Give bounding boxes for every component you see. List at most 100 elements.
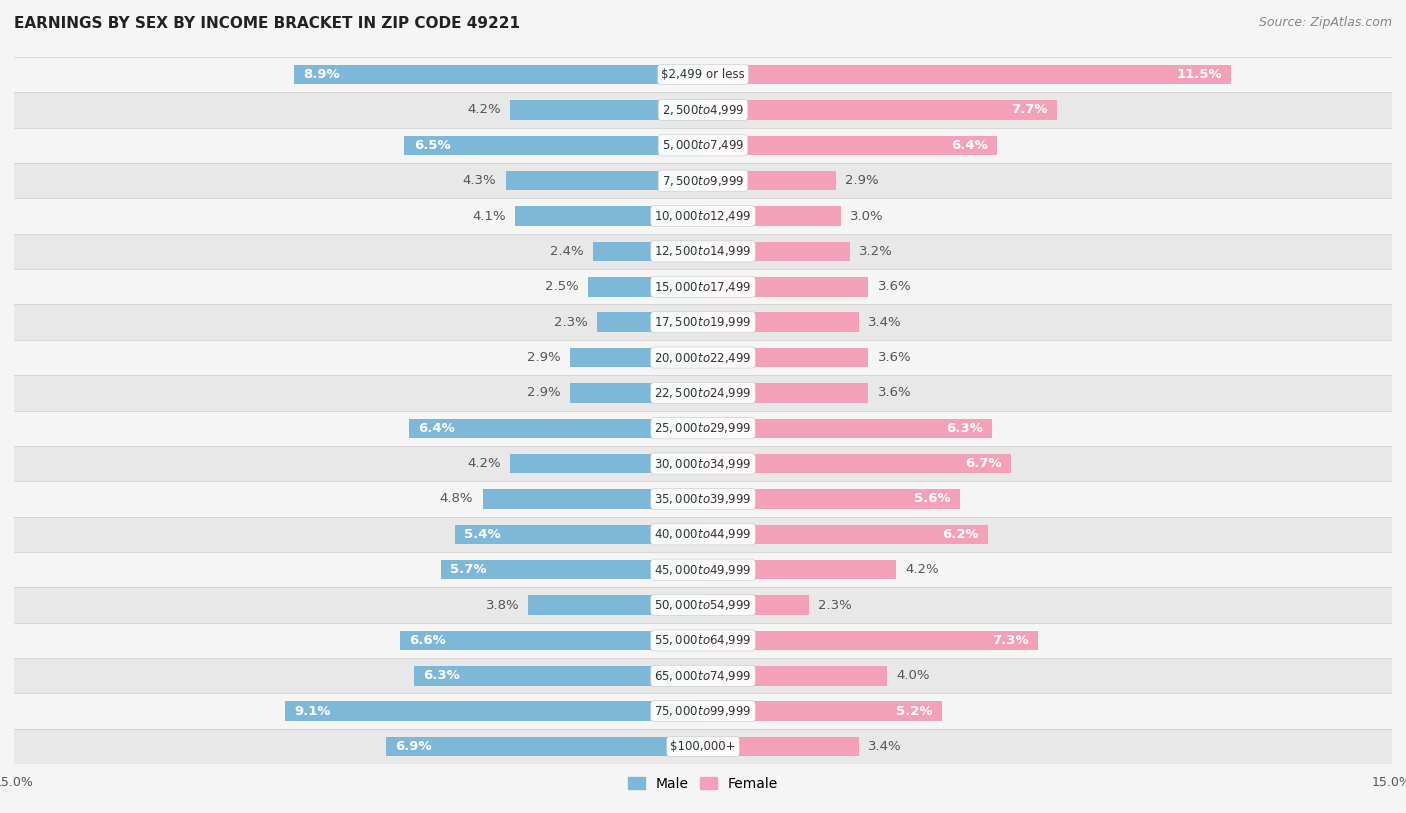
Text: 4.3%: 4.3% (463, 174, 496, 187)
Text: EARNINGS BY SEX BY INCOME BRACKET IN ZIP CODE 49221: EARNINGS BY SEX BY INCOME BRACKET IN ZIP… (14, 16, 520, 31)
Text: 3.6%: 3.6% (877, 280, 911, 293)
Text: 2.9%: 2.9% (527, 386, 561, 399)
Bar (703, 136, 997, 155)
Text: 4.0%: 4.0% (896, 669, 929, 682)
Text: 5.6%: 5.6% (914, 493, 950, 506)
Text: 7.7%: 7.7% (1011, 103, 1047, 116)
Text: 4.8%: 4.8% (440, 493, 474, 506)
Text: $2,499 or less: $2,499 or less (661, 68, 745, 81)
Bar (409, 419, 703, 438)
Bar (14, 623, 1392, 659)
Bar (703, 312, 859, 332)
Bar (14, 517, 1392, 552)
Text: $40,000 to $44,999: $40,000 to $44,999 (654, 528, 752, 541)
Bar (515, 207, 703, 226)
Bar (14, 57, 1392, 92)
Text: 3.4%: 3.4% (869, 315, 903, 328)
Bar (529, 595, 703, 615)
Bar (14, 128, 1392, 163)
Bar (703, 419, 993, 438)
Bar (703, 524, 988, 544)
Text: 6.3%: 6.3% (946, 422, 983, 435)
Text: 2.5%: 2.5% (546, 280, 579, 293)
Text: $55,000 to $64,999: $55,000 to $64,999 (654, 633, 752, 647)
Text: $15,000 to $17,499: $15,000 to $17,499 (654, 280, 752, 293)
Bar (703, 207, 841, 226)
Text: 6.2%: 6.2% (942, 528, 979, 541)
Text: $65,000 to $74,999: $65,000 to $74,999 (654, 669, 752, 683)
Bar (703, 383, 869, 402)
Bar (14, 481, 1392, 517)
Text: $20,000 to $22,499: $20,000 to $22,499 (654, 350, 752, 364)
Text: 6.3%: 6.3% (423, 669, 460, 682)
Text: $35,000 to $39,999: $35,000 to $39,999 (654, 492, 752, 506)
Bar (14, 340, 1392, 375)
Bar (441, 560, 703, 580)
Bar (703, 631, 1038, 650)
Text: $25,000 to $29,999: $25,000 to $29,999 (654, 421, 752, 435)
Bar (588, 277, 703, 297)
Text: 3.2%: 3.2% (859, 245, 893, 258)
Text: 6.6%: 6.6% (409, 634, 446, 647)
Bar (14, 587, 1392, 623)
Bar (703, 489, 960, 509)
Text: 2.3%: 2.3% (554, 315, 588, 328)
Text: 6.9%: 6.9% (395, 740, 432, 753)
Bar (14, 233, 1392, 269)
Text: 2.9%: 2.9% (845, 174, 879, 187)
Text: $22,500 to $24,999: $22,500 to $24,999 (654, 386, 752, 400)
Text: 4.2%: 4.2% (467, 457, 501, 470)
Bar (703, 737, 859, 756)
Text: $12,500 to $14,999: $12,500 to $14,999 (654, 245, 752, 259)
Bar (14, 376, 1392, 411)
Bar (14, 304, 1392, 340)
Text: $7,500 to $9,999: $7,500 to $9,999 (662, 174, 744, 188)
Bar (703, 702, 942, 721)
Bar (703, 277, 869, 297)
Text: 6.4%: 6.4% (418, 422, 456, 435)
Bar (14, 163, 1392, 198)
Bar (14, 411, 1392, 446)
Text: 3.4%: 3.4% (869, 740, 903, 753)
Text: 3.6%: 3.6% (877, 351, 911, 364)
Text: 6.4%: 6.4% (950, 139, 988, 152)
Bar (413, 666, 703, 685)
Bar (14, 659, 1392, 693)
Bar (482, 489, 703, 509)
Text: 11.5%: 11.5% (1177, 68, 1222, 81)
Bar (510, 454, 703, 473)
Bar (703, 100, 1057, 120)
Text: $45,000 to $49,999: $45,000 to $49,999 (654, 563, 752, 576)
Text: 3.8%: 3.8% (485, 598, 519, 611)
Bar (14, 693, 1392, 729)
Bar (703, 65, 1232, 85)
Bar (405, 136, 703, 155)
Text: 6.5%: 6.5% (413, 139, 450, 152)
Text: Source: ZipAtlas.com: Source: ZipAtlas.com (1258, 16, 1392, 29)
Bar (14, 198, 1392, 234)
Text: 2.3%: 2.3% (818, 598, 852, 611)
Bar (598, 312, 703, 332)
Text: $17,500 to $19,999: $17,500 to $19,999 (654, 315, 752, 329)
Bar (14, 92, 1392, 128)
Text: 2.9%: 2.9% (527, 351, 561, 364)
Bar (569, 348, 703, 367)
Text: $30,000 to $34,999: $30,000 to $34,999 (654, 457, 752, 471)
Bar (14, 729, 1392, 764)
Text: $100,000+: $100,000+ (671, 740, 735, 753)
Bar (294, 65, 703, 85)
Bar (506, 171, 703, 190)
Text: $10,000 to $12,499: $10,000 to $12,499 (654, 209, 752, 223)
Bar (593, 241, 703, 261)
Bar (703, 595, 808, 615)
Text: 3.0%: 3.0% (851, 210, 883, 223)
Bar (703, 454, 1011, 473)
Text: 7.3%: 7.3% (993, 634, 1029, 647)
Text: 2.4%: 2.4% (550, 245, 583, 258)
Text: 4.1%: 4.1% (472, 210, 506, 223)
Bar (703, 560, 896, 580)
Text: 9.1%: 9.1% (294, 705, 330, 718)
Bar (14, 446, 1392, 481)
Text: 8.9%: 8.9% (304, 68, 340, 81)
Text: 6.7%: 6.7% (965, 457, 1001, 470)
